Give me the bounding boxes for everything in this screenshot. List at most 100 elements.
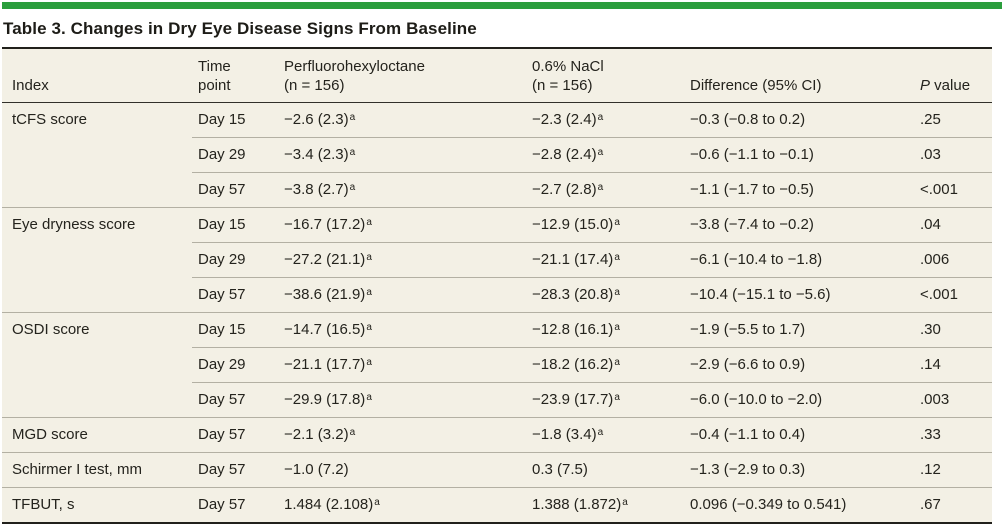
footnote-marker: a bbox=[597, 112, 604, 123]
cell-p-value: .67 bbox=[914, 487, 992, 523]
cell-value: −21.1 (17.4) bbox=[532, 251, 614, 268]
row-index-label: TFBUT, s bbox=[2, 487, 192, 523]
col-header-p-value: P value bbox=[914, 48, 992, 103]
cell-difference: −3.8 (−7.4 to −0.2) bbox=[684, 207, 914, 243]
cell-pfho: −14.7 (16.5)a bbox=[278, 312, 526, 348]
table-row: MGD score Day 57 −2.1 (3.2)a −1.8 (3.4)a… bbox=[2, 417, 992, 453]
footnote-marker: a bbox=[366, 217, 372, 228]
col-header-index: Index bbox=[2, 48, 192, 103]
cell-p-value: <.001 bbox=[914, 277, 992, 313]
cell-time-point: Day 15 bbox=[192, 312, 278, 348]
footnote-marker: a bbox=[366, 252, 372, 263]
footnote-marker: a bbox=[374, 497, 380, 508]
cell-p-value: .003 bbox=[914, 382, 992, 418]
footnote-marker: a bbox=[614, 392, 620, 403]
footnote-marker: a bbox=[622, 497, 628, 508]
cell-nacl: −2.3 (2.4)a bbox=[526, 102, 684, 138]
col-header-perfluorohexyloctane: Perfluorohexyloctane (n = 156) bbox=[278, 48, 526, 103]
footnote-marker: a bbox=[349, 427, 356, 438]
p-symbol: P bbox=[920, 77, 931, 94]
footnote-marker: a bbox=[349, 112, 356, 123]
table-row: Day 29 −3.4 (2.3)a −2.8 (2.4)a −0.6 (−1.… bbox=[2, 137, 992, 173]
cell-value: −27.2 (21.1) bbox=[284, 251, 366, 268]
cell-value: −38.6 (21.9) bbox=[284, 286, 366, 303]
cell-value: −2.1 (3.2) bbox=[284, 426, 349, 443]
cell-nacl: −21.1 (17.4)a bbox=[526, 242, 684, 278]
cell-value: −2.8 (2.4) bbox=[532, 146, 597, 163]
cell-time-point: Day 29 bbox=[192, 137, 278, 173]
footnote-marker: a bbox=[349, 182, 356, 193]
cell-pfho: −16.7 (17.2)a bbox=[278, 207, 526, 243]
cell-value: −16.7 (17.2) bbox=[284, 216, 366, 233]
cell-difference: 0.096 (−0.349 to 0.541) bbox=[684, 487, 914, 523]
accent-bar bbox=[2, 2, 1002, 9]
table-row: Day 29 −21.1 (17.7)a −18.2 (16.2)a −2.9 … bbox=[2, 347, 992, 383]
cell-difference: −10.4 (−15.1 to −5.6) bbox=[684, 277, 914, 313]
cell-value: −2.3 (2.4) bbox=[532, 111, 597, 128]
footnote-marker: a bbox=[597, 427, 604, 438]
cell-p-value: .30 bbox=[914, 312, 992, 348]
cell-pfho: −1.0 (7.2) bbox=[278, 452, 526, 488]
cell-pfho: −2.1 (3.2)a bbox=[278, 417, 526, 453]
footnote-marker: a bbox=[366, 392, 372, 403]
col-header-nacl: 0.6% NaCl (n = 156) bbox=[526, 48, 684, 103]
col-header-time-point: Time point bbox=[192, 48, 278, 103]
cell-value: 1.484 (2.108) bbox=[284, 496, 374, 513]
cell-difference: −6.1 (−10.4 to −1.8) bbox=[684, 242, 914, 278]
table-row: OSDI score Day 15 −14.7 (16.5)a −12.8 (1… bbox=[2, 312, 992, 418]
row-index-label: MGD score bbox=[2, 417, 192, 453]
cell-value: −12.8 (16.1) bbox=[532, 321, 614, 338]
cell-time-point: Day 15 bbox=[192, 207, 278, 243]
table-title: Table 3. Changes in Dry Eye Disease Sign… bbox=[3, 19, 477, 38]
table-row: tCFS score Day 15 −2.6 (2.3)a −2.3 (2.4)… bbox=[2, 102, 992, 208]
cell-pfho: −21.1 (17.7)a bbox=[278, 347, 526, 383]
cell-pfho: −27.2 (21.1)a bbox=[278, 242, 526, 278]
cell-nacl: −18.2 (16.2)a bbox=[526, 347, 684, 383]
cell-nacl: 0.3 (7.5) bbox=[526, 452, 684, 488]
header-row: Index Time point Perfluorohexyloctane (n =… bbox=[2, 48, 992, 103]
cell-pfho: −3.8 (2.7)a bbox=[278, 172, 526, 208]
table-header: Index Time point Perfluorohexyloctane (n =… bbox=[2, 48, 992, 103]
cell-nacl: −1.8 (3.4)a bbox=[526, 417, 684, 453]
cell-time-point: Day 57 bbox=[192, 417, 278, 453]
cell-value: 1.388 (1.872) bbox=[532, 496, 622, 513]
cell-nacl: −28.3 (20.8)a bbox=[526, 277, 684, 313]
dry-eye-signs-table: Index Time point Perfluorohexyloctane (n =… bbox=[2, 47, 992, 524]
cell-value: −28.3 (20.8) bbox=[532, 286, 614, 303]
cell-value: −23.9 (17.7) bbox=[532, 391, 614, 408]
cell-time-point: Day 57 bbox=[192, 452, 278, 488]
header-line: 0.6% NaCl bbox=[532, 58, 604, 75]
cell-pfho: −3.4 (2.3)a bbox=[278, 137, 526, 173]
cell-p-value: .33 bbox=[914, 417, 992, 453]
header-line: (n = 156) bbox=[284, 77, 345, 94]
row-index-label: Schirmer I test, mm bbox=[2, 452, 192, 488]
cell-p-value: .04 bbox=[914, 207, 992, 243]
header-line: Perfluorohexyloctane bbox=[284, 58, 425, 75]
cell-time-point: Day 15 bbox=[192, 102, 278, 138]
col-header-difference: Difference (95% CI) bbox=[684, 48, 914, 103]
table-row: Day 57 −38.6 (21.9)a −28.3 (20.8)a −10.4… bbox=[2, 277, 992, 313]
table-row: Schirmer I test, mm Day 57 −1.0 (7.2) 0.… bbox=[2, 452, 992, 488]
cell-difference: −0.6 (−1.1 to −0.1) bbox=[684, 137, 914, 173]
cell-p-value: .03 bbox=[914, 137, 992, 173]
footnote-marker: a bbox=[366, 322, 372, 333]
cell-time-point: Day 57 bbox=[192, 487, 278, 523]
cell-p-value: .12 bbox=[914, 452, 992, 488]
table-row: TFBUT, s Day 57 1.484 (2.108)a 1.388 (1.… bbox=[2, 487, 992, 523]
cell-p-value: .14 bbox=[914, 347, 992, 383]
cell-pfho: 1.484 (2.108)a bbox=[278, 487, 526, 523]
cell-value: 0.3 (7.5) bbox=[532, 461, 588, 478]
cell-value: −1.8 (3.4) bbox=[532, 426, 597, 443]
cell-difference: −2.9 (−6.6 to 0.9) bbox=[684, 347, 914, 383]
cell-value: −12.9 (15.0) bbox=[532, 216, 614, 233]
cell-difference: −1.3 (−2.9 to 0.3) bbox=[684, 452, 914, 488]
cell-difference: −6.0 (−10.0 to −2.0) bbox=[684, 382, 914, 418]
header-line: (n = 156) bbox=[532, 77, 593, 94]
cell-value: −18.2 (16.2) bbox=[532, 356, 614, 373]
table-row: Eye dryness score Day 15 −16.7 (17.2)a −… bbox=[2, 207, 992, 313]
footnote-marker: a bbox=[597, 182, 604, 193]
table-body: tCFS score Day 15 −2.6 (2.3)a −2.3 (2.4)… bbox=[2, 102, 992, 523]
footnote-marker: a bbox=[614, 357, 620, 368]
cell-time-point: Day 29 bbox=[192, 347, 278, 383]
